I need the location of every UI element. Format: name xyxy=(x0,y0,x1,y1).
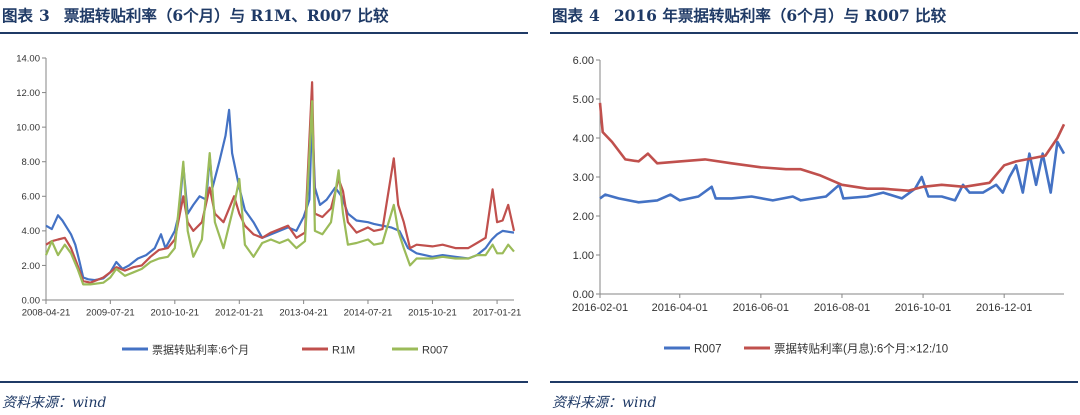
series-line xyxy=(599,140,1066,204)
figure-4: 图表 4 2016 年票据转贴利率（6个月）与 R007 比较 0.00 1.00 2.… xyxy=(550,0,1080,415)
x-tick-label: 2017-01-21 xyxy=(473,308,522,319)
series-line xyxy=(45,108,515,282)
y-tick-label: 6.00 xyxy=(22,192,41,203)
y-tick-label: 1.00 xyxy=(573,250,594,262)
figure-number: 3 xyxy=(39,6,50,25)
y-tick-label: 8.00 xyxy=(22,157,41,168)
figure-title-text: 2016 年票据转贴利率（6个月）与 R007 比较 xyxy=(613,6,947,25)
figure-title: 图表 3 票据转贴利率（6个月）与 R1M、R007 比较 xyxy=(2,4,388,26)
y-tick-label: 10.00 xyxy=(16,122,40,133)
y-tick-label: 14.00 xyxy=(16,53,40,64)
y-tick-label: 6.00 xyxy=(573,55,594,67)
x-tick-label: 2016-02-01 xyxy=(572,302,628,314)
x-tick-label: 2014-07-21 xyxy=(344,308,393,319)
source-rule xyxy=(0,381,528,383)
series-line xyxy=(598,102,1066,192)
y-tick-label: 2.00 xyxy=(573,211,594,223)
source-note: 资料来源：wind xyxy=(2,395,107,411)
title-rule xyxy=(550,32,1078,34)
x-tick-label: 2012-01-21 xyxy=(215,308,264,319)
legend-label: R007 xyxy=(422,345,448,357)
title-rule xyxy=(0,32,528,34)
figure-title: 图表 4 2016 年票据转贴利率（6个月）与 R007 比较 xyxy=(552,4,946,26)
figure-3: 图表 3 票据转贴利率（6个月）与 R1M、R007 比较 0.00 2.00 4.00… xyxy=(0,0,530,415)
x-tick-label: 2010-10-21 xyxy=(151,308,200,319)
legend-label: 票据转贴利率(月息):6个月:×12:/10 xyxy=(774,342,948,356)
y-tick-label: 3.00 xyxy=(573,172,594,184)
x-tick-label: 2016-08-01 xyxy=(814,302,870,314)
line-chart: 0.00 1.00 2.00 3.00 4.00 5.00 6.00 2016-02-01 20… xyxy=(572,55,1066,356)
series-line xyxy=(45,81,516,284)
source-note: 资料来源：wind xyxy=(552,395,657,411)
legend-label: R007 xyxy=(694,344,722,356)
y-tick-label: 0.00 xyxy=(573,289,594,301)
line-chart: 0.00 2.00 4.00 6.00 8.00 10.00 12.00 14.00 2008-… xyxy=(16,53,522,357)
x-tick-label: 2015-10-21 xyxy=(408,308,457,319)
figure-prefix: 图表 xyxy=(552,6,584,25)
x-tick-label: 2016-04-01 xyxy=(652,302,708,314)
series-line xyxy=(44,100,515,286)
figure-title-text: 票据转贴利率（6个月）与 R1M、R007 比较 xyxy=(63,6,389,25)
x-tick-label: 2016-12-01 xyxy=(976,302,1032,314)
legend-label: R1M xyxy=(332,345,355,357)
y-tick-label: 2.00 xyxy=(22,261,41,272)
figure-number: 4 xyxy=(589,6,600,25)
x-tick-label: 2016-10-01 xyxy=(895,302,951,314)
source-rule xyxy=(550,381,1078,383)
x-tick-label: 2013-04-21 xyxy=(279,308,328,319)
figure-prefix: 图表 xyxy=(2,6,34,25)
y-tick-label: 5.00 xyxy=(573,94,594,106)
chart-area: 0.00 1.00 2.00 3.00 4.00 5.00 6.00 2016-02-01 20… xyxy=(552,38,1078,376)
x-tick-label: 2008-04-21 xyxy=(22,308,71,319)
x-tick-label: 2009-07-21 xyxy=(86,308,135,319)
y-tick-label: 12.00 xyxy=(16,88,40,99)
y-tick-label: 4.00 xyxy=(22,226,41,237)
y-tick-label: 0.00 xyxy=(22,295,41,306)
y-tick-label: 4.00 xyxy=(573,133,594,145)
x-tick-label: 2016-06-01 xyxy=(733,302,789,314)
chart-area: 0.00 2.00 4.00 6.00 8.00 10.00 12.00 14.00 2008-… xyxy=(2,38,528,376)
legend-label: 票据转贴利率:6个月 xyxy=(152,343,249,357)
